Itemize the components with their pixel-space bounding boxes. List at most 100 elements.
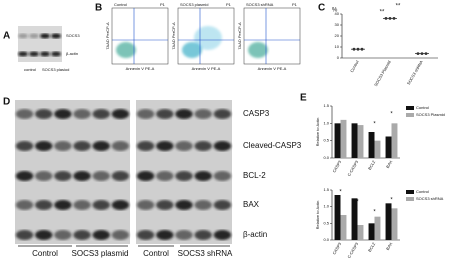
- group-label: SOCS3 plasmid: [72, 249, 129, 258]
- point: [352, 47, 356, 51]
- band: [54, 109, 72, 119]
- significance: *: [390, 112, 393, 118]
- band: [35, 141, 53, 151]
- y-axis-label: Relative to Actin: [315, 118, 320, 147]
- cell-cloud: [248, 42, 268, 58]
- panel-label: B: [95, 3, 102, 14]
- band: [175, 171, 193, 181]
- panel-label: D: [3, 97, 10, 108]
- band: [35, 109, 53, 119]
- y-tick-label: 0.0: [323, 155, 329, 160]
- band: [51, 51, 61, 57]
- x-tick-label: BCL2: [367, 159, 377, 171]
- legend-label: Control: [416, 105, 429, 110]
- legend-label: SOCS3 shRNA: [416, 196, 444, 201]
- band: [15, 230, 34, 240]
- significance: *: [356, 200, 359, 206]
- band: [156, 171, 174, 181]
- x-tick-label: CASP3: [331, 241, 342, 256]
- bar: [374, 140, 381, 158]
- significance: *: [390, 198, 393, 204]
- panel-label: C: [318, 3, 325, 14]
- band: [18, 33, 28, 39]
- plot-title: SOCS3 plasmid: [180, 2, 208, 7]
- point: [420, 52, 424, 55]
- flow-layer: Control P1 Annexin V PE-A 7AAD PerCP-A SOCS3…: [105, 2, 301, 71]
- bar: [340, 215, 347, 240]
- significance: **: [396, 4, 401, 10]
- band: [54, 230, 72, 240]
- band: [54, 141, 72, 151]
- bar: [374, 216, 381, 240]
- point: [388, 17, 392, 20]
- band: [175, 200, 193, 210]
- plot-gate: P1: [292, 2, 298, 7]
- band-label: BAX: [243, 200, 260, 209]
- x-tick-label: BAX: [385, 241, 393, 251]
- band: [92, 230, 110, 240]
- band: [213, 230, 232, 240]
- band: [29, 51, 39, 57]
- band: [73, 141, 91, 151]
- band: [51, 33, 61, 39]
- band: [15, 141, 34, 151]
- y-tick-label: 1.5: [323, 103, 329, 108]
- legend-label: Control: [416, 189, 429, 194]
- band: [136, 141, 155, 151]
- band-label: SOCS3: [66, 33, 80, 38]
- bar: [391, 123, 398, 158]
- y-tick-label: 40: [335, 11, 340, 16]
- band: [156, 230, 174, 240]
- band: [18, 51, 28, 57]
- x-tick-label: Control: [349, 59, 360, 73]
- band: [194, 171, 212, 181]
- band: [15, 200, 34, 210]
- y-axis-label: %: [332, 8, 338, 14]
- bar: [351, 198, 358, 240]
- plot-gate: P1: [160, 2, 166, 7]
- band: [40, 51, 50, 57]
- band: [111, 230, 130, 240]
- point: [416, 52, 420, 55]
- y-tick-label: 10: [335, 44, 340, 49]
- y-tick-label: 30: [335, 22, 340, 27]
- band: [29, 33, 39, 39]
- band: [35, 230, 53, 240]
- significance: *: [373, 122, 376, 128]
- y-tick-label: 0: [337, 55, 340, 60]
- band: [213, 109, 232, 119]
- bar: [334, 195, 341, 240]
- cell-cloud: [182, 42, 202, 58]
- significance: *: [339, 190, 342, 196]
- band-label: β-actin: [66, 51, 78, 56]
- plot-gate: P1: [226, 2, 232, 7]
- band: [213, 171, 232, 181]
- cell-cloud: [116, 42, 136, 58]
- band: [156, 200, 174, 210]
- band: [35, 200, 53, 210]
- bar: [368, 223, 375, 240]
- cell-cloud: [194, 26, 222, 50]
- band-label: Cleaved-CASP3: [243, 141, 302, 150]
- point: [384, 17, 388, 20]
- group-label: Control: [143, 249, 169, 258]
- band: [175, 109, 193, 119]
- band: [111, 200, 130, 210]
- bar: [351, 123, 358, 158]
- point: [424, 52, 428, 55]
- band: [194, 141, 212, 151]
- band: [175, 141, 193, 151]
- band: [175, 230, 193, 240]
- band-label: β-actin: [243, 230, 267, 239]
- band: [156, 109, 174, 119]
- band: [92, 171, 110, 181]
- band: [136, 200, 155, 210]
- band: [111, 109, 130, 119]
- band-label: CASP3: [243, 109, 270, 118]
- band: [194, 200, 212, 210]
- band: [54, 200, 72, 210]
- panel-label: E: [300, 93, 307, 104]
- band: [156, 141, 174, 151]
- blot-layer: [15, 26, 232, 244]
- band: [54, 171, 72, 181]
